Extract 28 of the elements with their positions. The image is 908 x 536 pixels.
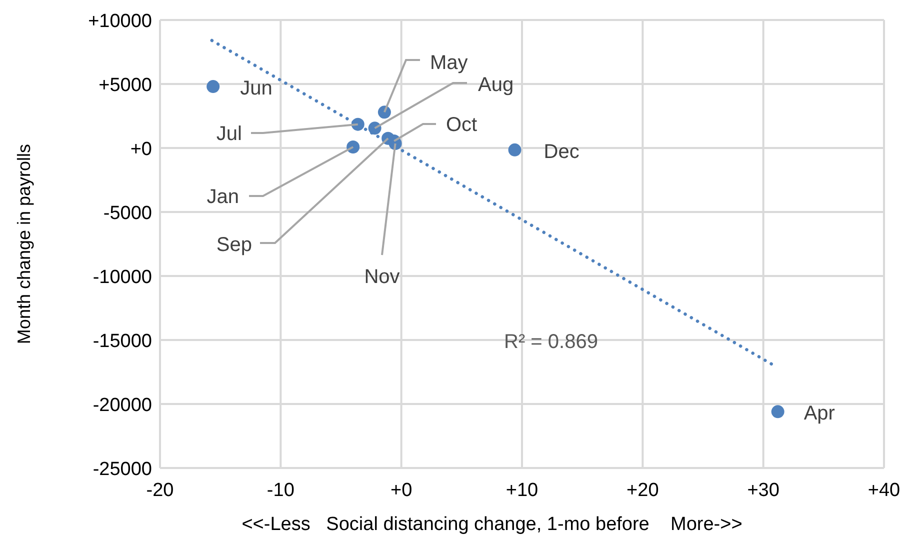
- x-tick-label: +10: [506, 480, 538, 501]
- y-tick-label: -5000: [103, 203, 152, 224]
- y-tick-label: -10000: [92, 267, 152, 288]
- annotation: Jun: [240, 78, 272, 100]
- annotation: Dec: [544, 140, 580, 163]
- x-tick-label: +40: [868, 480, 900, 501]
- annotation: Nov: [364, 266, 400, 288]
- annotation: Aug: [478, 74, 514, 96]
- x-axis-title: <<-Less Social distancing change, 1-mo before More->>: [242, 514, 742, 535]
- y-tick-label: -25000: [92, 459, 152, 480]
- y-tick-label: -15000: [92, 331, 152, 352]
- annotation: May: [430, 52, 468, 74]
- annotation: Sep: [216, 234, 252, 256]
- y-axis-title: Month change in payrolls: [14, 144, 34, 344]
- y-tick-label: -20000: [92, 395, 152, 416]
- annotation: Oct: [446, 114, 478, 136]
- y-tick-label: +0: [130, 139, 152, 160]
- x-tick-label: +0: [390, 480, 412, 501]
- annotation: Jul: [216, 123, 242, 145]
- y-tick-label: +5000: [98, 75, 152, 96]
- x-tick-label: +20: [626, 480, 659, 501]
- x-tick-label: -20: [146, 480, 174, 501]
- x-tick-label: -10: [266, 480, 294, 501]
- y-tick-label: +10000: [88, 11, 152, 32]
- annotation: Jan: [206, 186, 239, 208]
- x-tick-label: +30: [747, 480, 780, 501]
- annotation: Apr: [804, 402, 836, 425]
- annotation: R² = 0.869: [504, 331, 598, 353]
